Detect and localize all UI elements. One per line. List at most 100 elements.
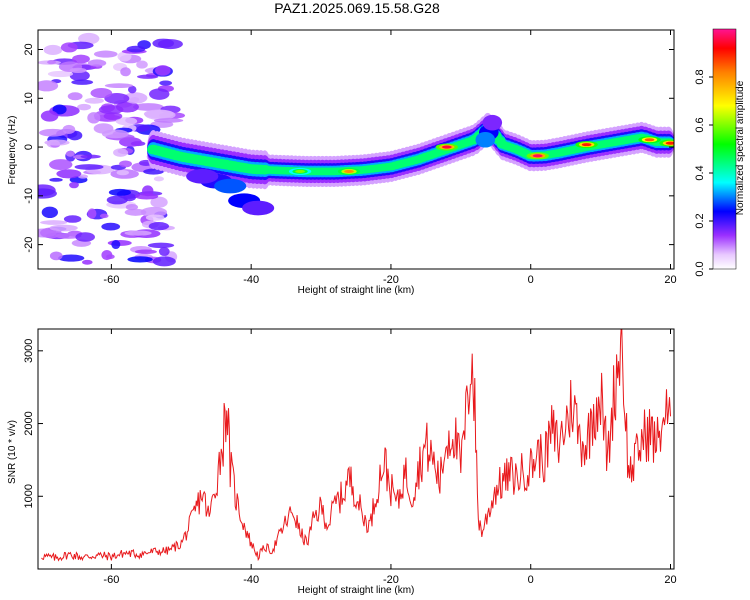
noise-blob — [111, 240, 121, 250]
noise-blob — [117, 51, 132, 62]
noise-blob — [39, 128, 67, 137]
noise-blob — [104, 83, 134, 89]
noise-blob — [49, 251, 63, 261]
snr-x-tick-label: 0 — [528, 574, 534, 586]
noise-blob — [87, 112, 101, 124]
noise-blob — [124, 208, 147, 216]
noise-blob — [101, 129, 129, 139]
noise-blob — [78, 32, 100, 45]
noise-blob — [136, 74, 159, 79]
noise-blob — [65, 150, 75, 157]
noise-blob — [63, 215, 82, 223]
noise-blob — [49, 159, 73, 171]
noise-blob — [62, 124, 76, 134]
colorbar: 0.0 0.2 0.4 0.6 0.8 Normalized spectral ampl… — [694, 28, 746, 277]
noise-blob — [60, 42, 78, 53]
snr-plot-area — [38, 329, 674, 569]
noise-blob — [145, 214, 165, 221]
snr-x-tick-label: -40 — [243, 574, 259, 586]
snr-y-axis-label: SNR (10 * v/v) — [7, 420, 18, 484]
noise-blob — [69, 181, 79, 189]
noise-blob — [157, 39, 183, 50]
spectrogram-y-tick-label: -20 — [23, 237, 35, 253]
noise-blob — [153, 118, 184, 123]
noise-blob — [159, 80, 173, 86]
ridge-hotspot — [295, 169, 305, 173]
noise-blob — [153, 176, 164, 182]
noise-blob — [77, 103, 92, 111]
ridge-lobe — [242, 200, 275, 216]
snr-frame — [37, 328, 675, 570]
ridge-hotspot — [644, 138, 655, 142]
noise-blob — [150, 196, 168, 208]
noise-blob — [69, 67, 87, 73]
noise-blob — [40, 220, 68, 225]
spectrogram-x-tick-label: -40 — [243, 274, 259, 286]
noise-blob — [44, 139, 70, 146]
noise-blob — [43, 44, 63, 56]
ridge-spike — [482, 114, 503, 131]
noise-blob — [98, 105, 124, 115]
noise-blob — [147, 242, 175, 249]
noise-blob — [116, 169, 129, 176]
noise-blob — [103, 112, 123, 121]
spectrogram-x-tick-label: 20 — [664, 274, 676, 286]
noise-blob — [148, 222, 170, 231]
colorbar-tick-label: 0.2 — [694, 213, 706, 228]
colorbar-label: Normalized spectral amplitude — [735, 80, 746, 215]
colorbar-tick-label: 0.8 — [694, 69, 706, 84]
spectrogram-x-axis-label: Height of straight line (km) — [298, 285, 415, 296]
ridge-hotspot — [581, 143, 592, 147]
noise-blob — [120, 67, 131, 77]
noise-blob — [90, 87, 113, 99]
spectrogram-frame — [37, 29, 675, 270]
noise-blob — [144, 109, 176, 120]
ridge-hotspot — [665, 141, 674, 145]
noise-blob — [149, 88, 170, 100]
noise-blob — [136, 60, 148, 69]
spectrogram-panel: -60 -40 -20 0 20 -20 -10 0 10 20 Height of straig… — [7, 29, 677, 296]
spectrogram-y-tick-label: 10 — [23, 92, 35, 104]
noise-blob — [99, 213, 109, 219]
snr-ticks: -60 -40 -20 0 20 1000 2000 3000 — [23, 329, 677, 586]
noise-blob — [115, 117, 138, 126]
spectrogram-x-tick-label: -60 — [103, 274, 119, 286]
ridge-lobe — [214, 178, 247, 194]
noise-blob — [152, 256, 176, 267]
figure-title: PAZ1.2025.069.15.58.G28 — [274, 0, 440, 16]
noise-blob — [128, 85, 137, 94]
noise-blob — [104, 93, 130, 104]
noise-blob — [38, 80, 59, 92]
spectrogram-ticks: -60 -40 -20 0 20 -20 -10 0 10 20 — [23, 30, 677, 286]
ridge-hotspot — [532, 154, 543, 158]
spectrogram-y-tick-label: 20 — [23, 43, 35, 55]
ridge-spike — [475, 131, 496, 148]
noise-blob — [143, 168, 164, 175]
snr-panel: -60 -40 -20 0 20 1000 2000 3000 Height of strai… — [7, 328, 677, 596]
snr-x-axis-label: Height of straight line (km) — [298, 585, 415, 596]
noise-blob — [123, 92, 148, 104]
colorbar-ticks: 0.0 0.2 0.4 0.6 0.8 — [694, 69, 713, 277]
noise-blob — [158, 247, 170, 257]
noise-blob — [106, 254, 115, 260]
noise-blob — [124, 230, 152, 236]
ridge-hotspot — [441, 145, 452, 149]
ridge-lobe — [186, 169, 219, 184]
noise-blob — [47, 70, 74, 78]
colorbar-tick-label: 0.4 — [694, 165, 706, 180]
snr-y-tick-label: 3000 — [23, 339, 35, 363]
noise-blob — [135, 193, 159, 200]
noise-blob — [56, 169, 82, 179]
spectrogram-y-tick-label: 0 — [23, 144, 35, 150]
noise-blob — [133, 103, 164, 111]
spectrogram-field — [38, 32, 674, 267]
noise-blob — [134, 249, 157, 255]
noise-blob — [72, 54, 90, 64]
noise-blob — [49, 177, 63, 182]
noise-blob — [127, 256, 153, 263]
spectrogram-y-tick-label: -10 — [23, 188, 35, 204]
noise-blob — [101, 222, 121, 231]
noise-blob — [49, 224, 78, 232]
noise-blob — [75, 232, 95, 242]
spectrogram-x-tick-label: -20 — [383, 274, 399, 286]
